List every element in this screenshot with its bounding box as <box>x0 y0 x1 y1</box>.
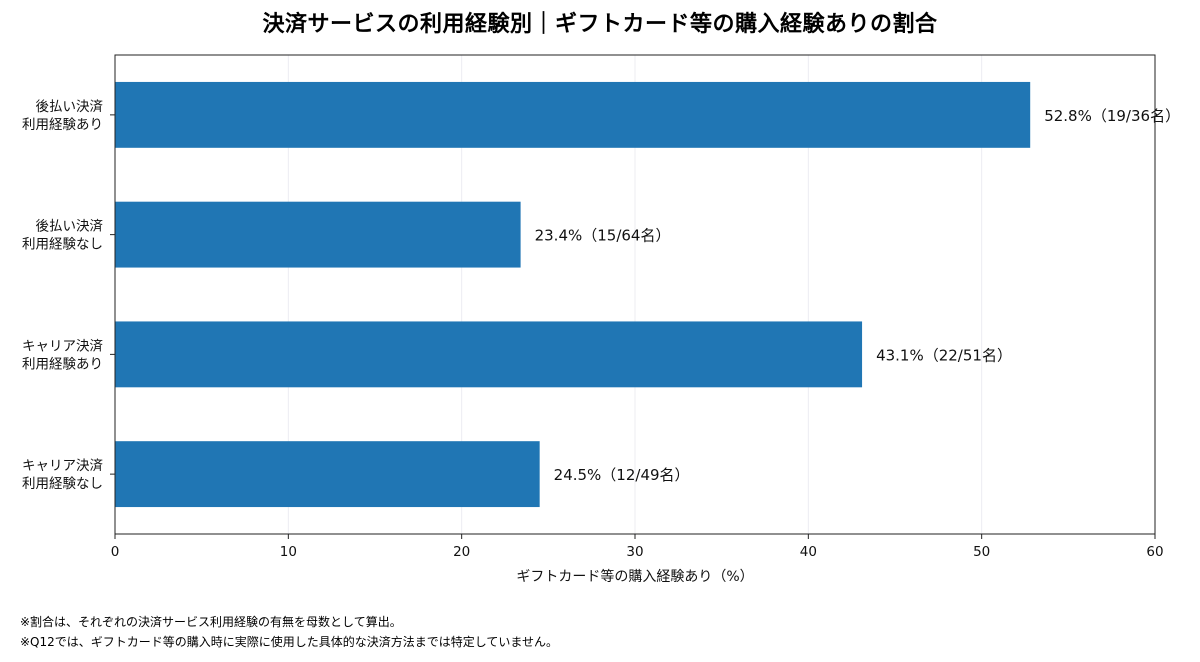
y-tick-label: 利用経験あり <box>22 356 103 372</box>
y-tick-label: 後払い決済 <box>36 99 104 115</box>
bar <box>115 201 521 268</box>
footnotes: ※割合は、それぞれの決済サービス利用経験の有無を母数として算出。 ※Q12では、… <box>20 612 558 652</box>
y-tick-label: 後払い決済 <box>36 219 104 235</box>
x-tick-label: 40 <box>800 544 817 560</box>
x-tick-label: 60 <box>1146 544 1163 560</box>
y-tick-label: キャリア決済 <box>22 338 103 354</box>
data-label: 43.1%（22/51名） <box>876 346 1012 364</box>
bar <box>115 441 540 508</box>
y-tick-label: 利用経験なし <box>22 237 103 253</box>
x-tick-label: 0 <box>111 544 120 560</box>
data-label: 23.4%（15/64名） <box>535 227 671 245</box>
y-tick-label: 利用経験あり <box>22 117 103 133</box>
x-tick-label: 50 <box>973 544 990 560</box>
bar <box>115 321 863 388</box>
x-tick-label: 30 <box>626 544 643 560</box>
data-label: 52.8%（19/36名） <box>1044 107 1180 125</box>
y-tick-label: キャリア決済 <box>22 458 103 474</box>
chart-title: 決済サービスの利用経験別｜ギフトカード等の購入経験ありの割合 <box>262 12 938 37</box>
bar <box>115 81 1031 148</box>
data-label: 24.5%（12/49名） <box>554 466 690 484</box>
x-axis-label: ギフトカード等の購入経験あり（%） <box>516 568 753 585</box>
x-tick-label: 20 <box>453 544 470 560</box>
footnote-q12-caveat: ※Q12では、ギフトカード等の購入時に実際に使用した具体的な決済方法までは特定し… <box>20 635 559 649</box>
footnote-ratio-basis: ※割合は、それぞれの決済サービス利用経験の有無を母数として算出。 <box>20 615 402 629</box>
x-tick-label: 10 <box>280 544 297 560</box>
y-tick-label: 利用経験なし <box>22 476 103 492</box>
